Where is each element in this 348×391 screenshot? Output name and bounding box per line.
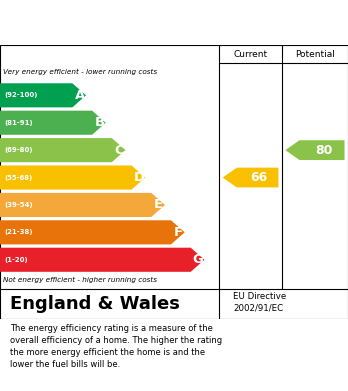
Text: England & Wales: England & Wales (10, 295, 180, 313)
Text: C: C (114, 143, 124, 157)
Polygon shape (0, 220, 185, 244)
Text: D: D (134, 171, 145, 184)
Polygon shape (0, 138, 126, 162)
Text: (21-38): (21-38) (4, 230, 33, 235)
Polygon shape (0, 83, 86, 108)
Text: (81-91): (81-91) (4, 120, 33, 126)
Text: (39-54): (39-54) (4, 202, 33, 208)
Text: 66: 66 (251, 171, 268, 184)
Polygon shape (0, 248, 204, 272)
Text: E: E (154, 199, 163, 212)
Text: (55-68): (55-68) (4, 174, 32, 181)
Text: (92-100): (92-100) (4, 92, 38, 98)
Text: EU Directive
2002/91/EC: EU Directive 2002/91/EC (233, 292, 286, 312)
Text: (69-80): (69-80) (4, 147, 33, 153)
Text: Energy Efficiency Rating: Energy Efficiency Rating (63, 15, 285, 30)
Text: 80: 80 (315, 143, 332, 157)
Text: G: G (193, 253, 204, 266)
Text: (1-20): (1-20) (4, 257, 28, 263)
Polygon shape (0, 111, 106, 135)
Text: A: A (75, 89, 85, 102)
Text: Very energy efficient - lower running costs: Very energy efficient - lower running co… (3, 69, 158, 75)
Polygon shape (285, 140, 345, 160)
Polygon shape (0, 165, 145, 190)
Text: F: F (174, 226, 183, 239)
Polygon shape (223, 168, 278, 187)
Text: Current: Current (234, 50, 268, 59)
Text: Not energy efficient - higher running costs: Not energy efficient - higher running co… (3, 276, 158, 283)
Polygon shape (0, 193, 165, 217)
Text: B: B (95, 116, 105, 129)
Text: The energy efficiency rating is a measure of the
overall efficiency of a home. T: The energy efficiency rating is a measur… (10, 325, 223, 369)
Text: Potential: Potential (295, 50, 335, 59)
